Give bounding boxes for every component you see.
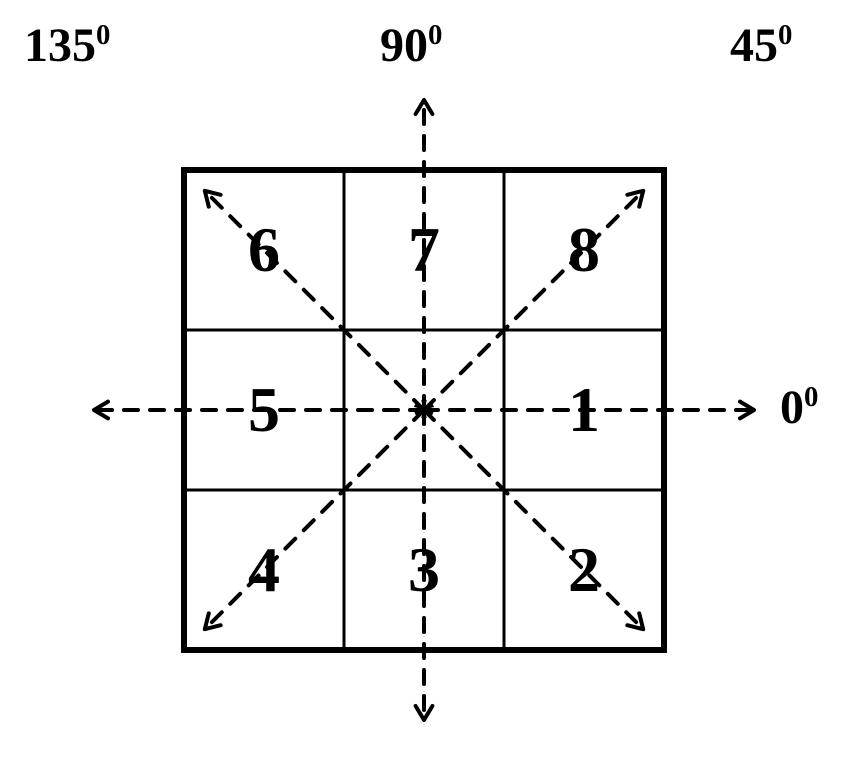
cell-label-8: 8: [568, 213, 600, 287]
angle-label-deg-0: 00: [780, 380, 818, 435]
cell-label-7: 7: [408, 213, 440, 287]
cell-label-5: 5: [248, 373, 280, 447]
axis-up-right: [424, 191, 643, 410]
center-marker: *: [412, 389, 436, 444]
axis-up-left: [205, 191, 424, 410]
cell-label-1: 1: [568, 373, 600, 447]
angle-label-deg-90: 900: [380, 18, 442, 73]
angle-label-deg-45: 450: [730, 18, 792, 73]
cell-label-6: 6: [248, 213, 280, 287]
cell-label-2: 2: [568, 533, 600, 607]
axis-down-right: [424, 410, 643, 629]
axis-down-left: [205, 410, 424, 629]
diagram-stage: * 6 7 8 5 1 4 3 2 00 450 900 1350: [0, 0, 848, 778]
cell-label-4: 4: [248, 533, 280, 607]
angle-label-deg-135: 1350: [24, 18, 110, 73]
cell-label-3: 3: [408, 533, 440, 607]
